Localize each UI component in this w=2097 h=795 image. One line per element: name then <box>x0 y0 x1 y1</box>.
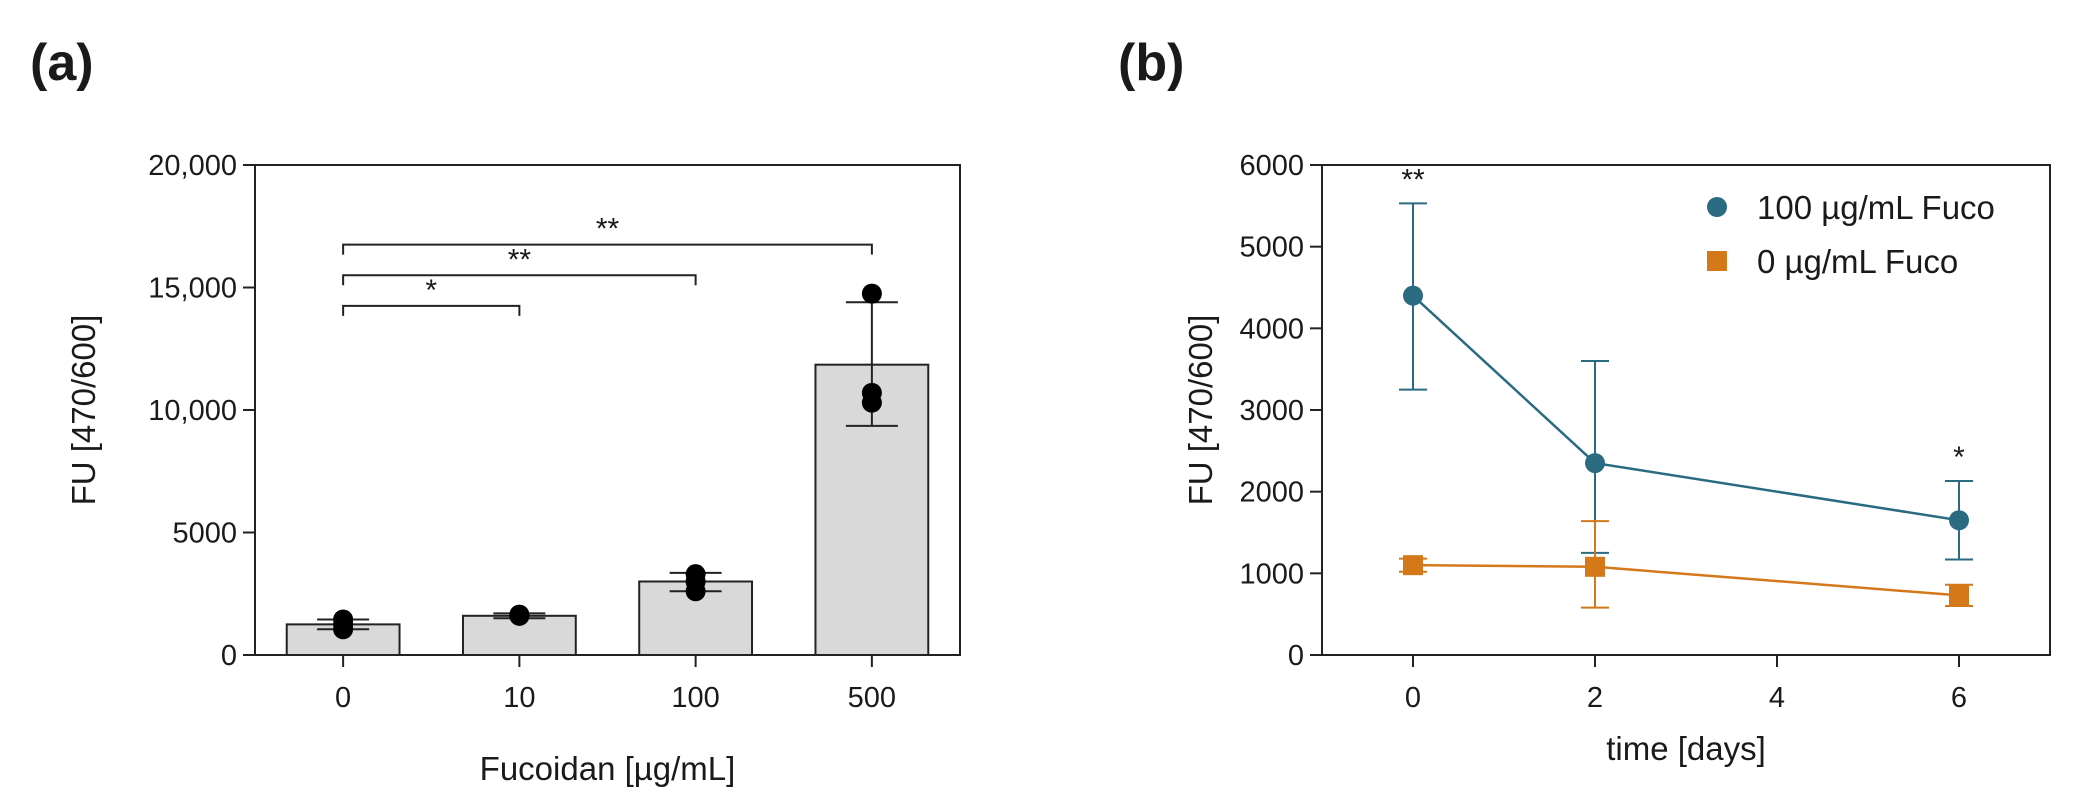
x-tick-label: 0 <box>335 682 351 714</box>
series-line <box>1412 294 1960 522</box>
panel-a-error-bars <box>317 301 898 631</box>
x-tick-label: 6 <box>1951 682 1967 714</box>
data-point <box>1949 510 1969 531</box>
data-point <box>1403 555 1423 576</box>
panel-b-axes: 0 1000 2000 3000 4000 5000 6000 0 2 4 6 <box>1239 150 2051 714</box>
series-circle <box>1399 202 1973 561</box>
panel-b-y-axis-label: FU [470/600] <box>1182 315 1219 506</box>
data-point <box>1949 585 1969 606</box>
panel-a-x-axis-label: Fucoidan [µg/mL] <box>480 750 736 787</box>
y-tick-label: 10,000 <box>148 395 237 427</box>
panel-b-letter: (b) <box>1118 34 1184 92</box>
y-tick-label: 6000 <box>1239 150 1304 182</box>
y-tick-label: 4000 <box>1239 313 1304 345</box>
x-tick-label: 10 <box>503 682 535 714</box>
panel-b-significance-labels: *** <box>1401 163 1965 474</box>
panel-a-bars <box>285 363 930 656</box>
panel-b-x-axis-label: time [days] <box>1606 730 1766 767</box>
data-point <box>685 564 706 585</box>
significance-bracket <box>342 304 521 316</box>
significance-label: ** <box>596 213 620 246</box>
data-point <box>1585 556 1605 577</box>
data-point <box>861 382 882 403</box>
significance-bracket <box>342 243 873 255</box>
panel-b-frame <box>1321 164 2051 656</box>
x-tick-label: 100 <box>671 682 719 714</box>
x-tick-label: 0 <box>1405 682 1421 714</box>
data-point <box>1585 453 1605 474</box>
panel-a-significance-brackets: ***** <box>342 213 873 316</box>
data-point <box>509 605 530 626</box>
legend-label: 0 µg/mL Fuco <box>1757 243 1958 280</box>
y-tick-label: 20,000 <box>148 150 237 182</box>
x-tick-label: 500 <box>848 682 896 714</box>
legend-label: 100 µg/mL Fuco <box>1757 189 1995 226</box>
data-point <box>1403 285 1423 306</box>
panel-b-legend: 100 µg/mL Fuco 0 µg/mL Fuco <box>1707 189 1995 280</box>
significance-bracket <box>342 274 697 286</box>
panel-a-letter: (a) <box>30 34 94 92</box>
panel-a-y-axis-label: FU [470/600] <box>65 315 102 506</box>
legend-marker <box>1707 197 1727 217</box>
significance-label: ** <box>508 243 532 276</box>
x-tick-label: 2 <box>1587 682 1603 714</box>
panel-a-data-points <box>333 283 882 640</box>
y-tick-label: 3000 <box>1239 395 1304 427</box>
legend-marker <box>1707 251 1727 271</box>
y-tick-label: 1000 <box>1239 558 1304 590</box>
y-tick-label: 15,000 <box>148 273 237 305</box>
y-tick-label: 5000 <box>1239 232 1304 264</box>
significance-label: * <box>1953 441 1965 474</box>
data-point <box>861 283 882 304</box>
significance-label: ** <box>1401 163 1425 196</box>
y-tick-label: 2000 <box>1239 477 1304 509</box>
series-line <box>1412 563 1960 597</box>
significance-label: * <box>425 274 437 307</box>
data-point <box>333 609 354 630</box>
panel-a-axes: 0 5000 10,000 15,000 20,000 0 10 100 500 <box>148 150 961 714</box>
y-tick-label: 0 <box>1288 640 1304 672</box>
x-tick-label: 4 <box>1769 682 1785 714</box>
series-square <box>1399 520 1973 609</box>
panel-b-series <box>1399 202 1973 609</box>
y-tick-label: 0 <box>221 640 237 672</box>
y-tick-label: 5000 <box>172 518 237 550</box>
